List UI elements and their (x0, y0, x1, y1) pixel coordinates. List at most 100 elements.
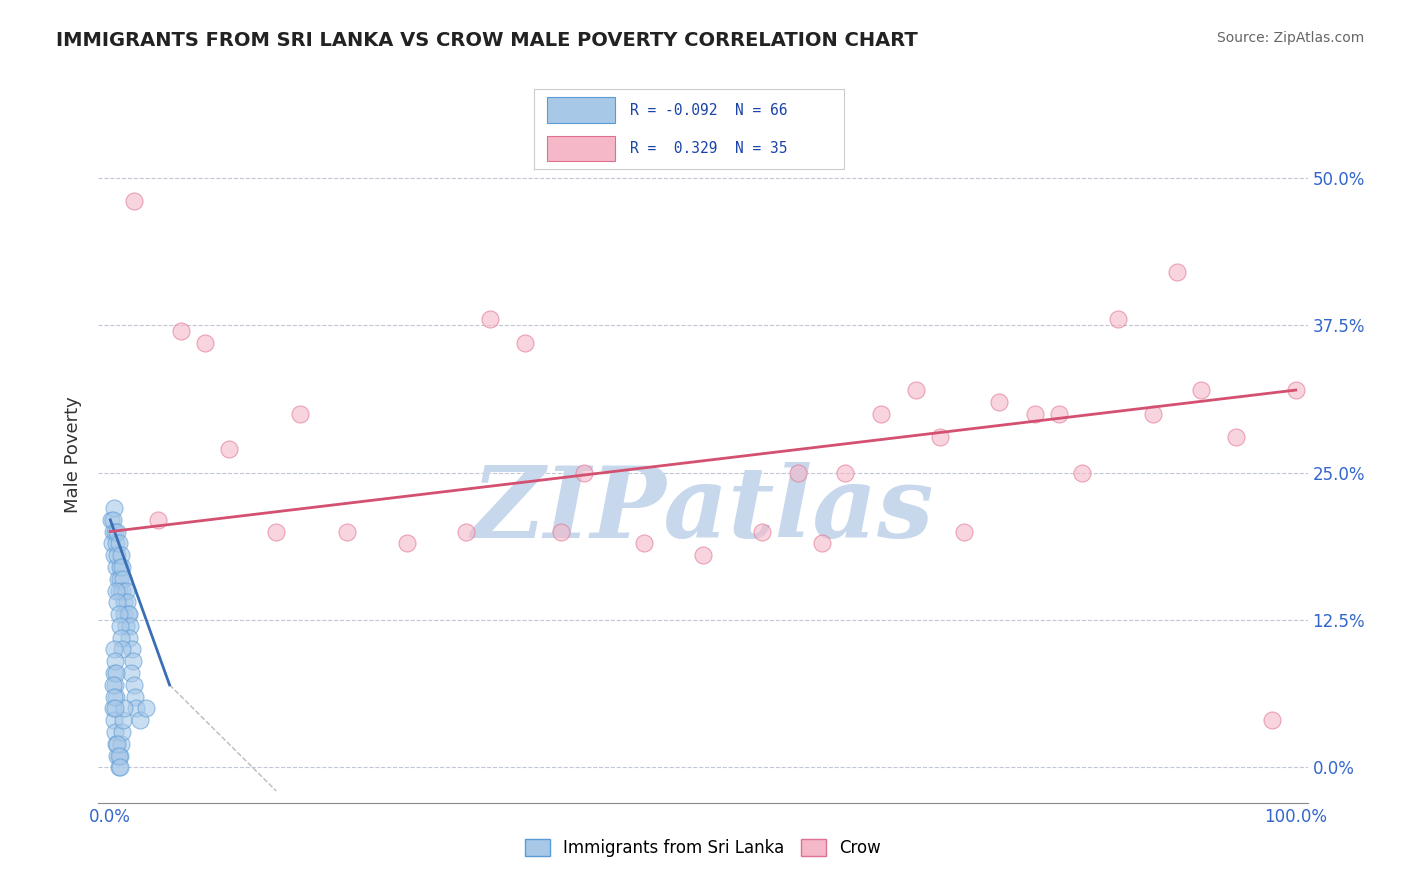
Point (834, 466, 856, 480)
Point (122, 678, 145, 692)
Point (122, 194, 145, 209)
Point (101, 701, 124, 715)
Point (104, 725, 127, 739)
Point (905, 383, 928, 397)
Legend: Immigrants from Sri Lanka, Crow: Immigrants from Sri Lanka, Crow (519, 832, 887, 864)
Point (101, 524, 124, 539)
Point (100, 513, 122, 527)
Point (170, 324, 193, 338)
Text: R = -0.092  N = 66: R = -0.092 N = 66 (630, 103, 787, 118)
Text: R =  0.329  N = 35: R = 0.329 N = 35 (630, 141, 787, 156)
Point (112, 572, 135, 586)
Point (105, 524, 128, 539)
Point (264, 524, 287, 539)
Point (108, 560, 131, 574)
Point (117, 607, 139, 621)
Point (1142, 407, 1164, 421)
Point (107, 760, 129, 774)
Point (108, 760, 131, 774)
Point (218, 442, 240, 456)
Point (869, 407, 891, 421)
Text: IMMIGRANTS FROM SRI LANKA VS CROW MALE POVERTY CORRELATION CHART: IMMIGRANTS FROM SRI LANKA VS CROW MALE P… (56, 31, 918, 50)
Point (110, 572, 132, 586)
Point (110, 737, 132, 751)
Point (810, 536, 832, 550)
Point (111, 560, 134, 574)
Point (107, 572, 129, 586)
Point (107, 536, 129, 550)
Point (550, 524, 572, 539)
Point (115, 619, 138, 633)
Point (120, 619, 142, 633)
Point (103, 690, 125, 704)
Point (121, 642, 143, 657)
Text: ZIPatlas: ZIPatlas (472, 462, 934, 558)
Point (104, 701, 127, 715)
Point (1189, 383, 1212, 397)
Point (105, 737, 128, 751)
Point (107, 607, 129, 621)
Point (1071, 466, 1094, 480)
Point (1261, 713, 1284, 727)
Point (988, 395, 1011, 409)
Point (929, 430, 952, 444)
Point (104, 524, 127, 539)
Point (751, 524, 773, 539)
Point (135, 701, 157, 715)
Point (118, 607, 141, 621)
Point (111, 725, 134, 739)
Point (108, 583, 131, 598)
Point (103, 713, 125, 727)
Point (1225, 430, 1247, 444)
Point (107, 748, 129, 763)
Point (395, 536, 418, 550)
Point (103, 666, 125, 681)
Point (146, 513, 169, 527)
Point (114, 583, 136, 598)
Point (1047, 407, 1070, 421)
Point (121, 654, 143, 668)
Point (478, 312, 501, 326)
Point (786, 466, 808, 480)
Point (104, 678, 127, 692)
Point (105, 748, 128, 763)
Point (574, 466, 596, 480)
Point (114, 595, 136, 609)
Text: Source: ZipAtlas.com: Source: ZipAtlas.com (1216, 31, 1364, 45)
Point (124, 690, 146, 704)
Point (110, 583, 132, 598)
Point (101, 678, 124, 692)
Point (120, 666, 142, 681)
Point (692, 548, 714, 562)
Point (288, 407, 311, 421)
Point (105, 690, 128, 704)
Point (110, 548, 132, 562)
Point (336, 524, 359, 539)
Point (108, 748, 131, 763)
Point (515, 335, 537, 350)
Point (1166, 265, 1188, 279)
Point (115, 595, 138, 609)
Bar (547, 97, 614, 123)
Point (105, 536, 128, 550)
Point (454, 524, 477, 539)
Point (103, 500, 125, 515)
Point (110, 631, 132, 645)
Point (129, 713, 152, 727)
Point (1285, 383, 1308, 397)
Y-axis label: Male Poverty: Male Poverty (65, 397, 83, 513)
Point (112, 713, 135, 727)
Point (105, 666, 128, 681)
Point (111, 642, 134, 657)
Point (105, 595, 128, 609)
Point (108, 619, 131, 633)
Point (104, 560, 127, 574)
Point (952, 524, 974, 539)
Point (101, 536, 124, 550)
Point (103, 548, 125, 562)
Point (105, 548, 128, 562)
Point (105, 737, 128, 751)
Point (1024, 407, 1046, 421)
Point (118, 631, 141, 645)
Bar (547, 136, 614, 161)
